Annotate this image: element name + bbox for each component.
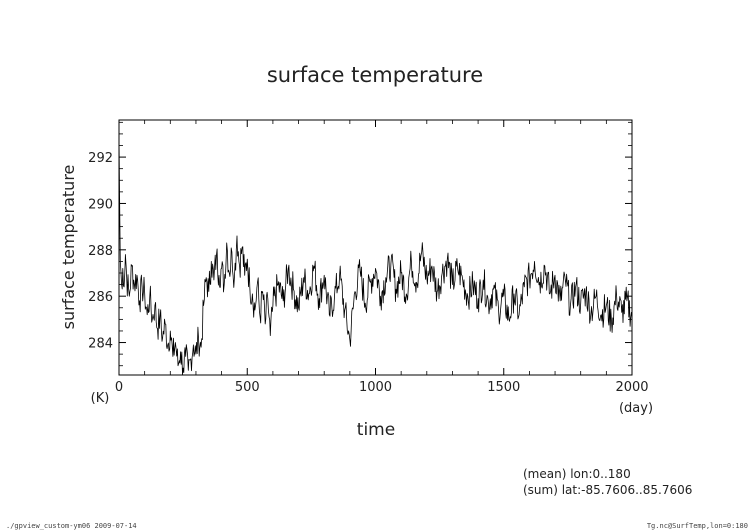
y-tick-label: 284 (88, 337, 113, 352)
x-tick-labels: 0 500 1000 1500 2000 (115, 380, 649, 395)
x-tick-marks (118, 120, 633, 375)
mean-annotation: (mean) lon:0..180 (523, 467, 631, 481)
y-axis-label: surface temperature (59, 165, 78, 330)
y-tick-labels: 284 286 288 290 292 (88, 151, 113, 351)
x-tick-label: 500 (235, 380, 260, 395)
plot-frame (118, 119, 633, 376)
sum-annotation: (sum) lat:-85.7606..85.7606 (523, 483, 692, 497)
footer-right: Tg.nc@SurfTemp,lon=0:180 (647, 522, 748, 530)
x-axis-label: time (357, 420, 395, 440)
y-tick-label: 290 (88, 197, 113, 212)
series-line-surface-temperature (118, 133, 633, 376)
chart-title: surface temperature (267, 63, 483, 87)
y-tick-label: 288 (88, 244, 113, 259)
y-tick-label: 292 (88, 151, 113, 166)
y-tick-marks (119, 121, 632, 367)
x-tick-label: 2000 (615, 380, 648, 395)
x-tick-label: 0 (115, 380, 123, 395)
x-tick-label: 1500 (487, 380, 520, 395)
x-axis-unit: (day) (619, 401, 653, 416)
y-tick-label: 286 (88, 290, 113, 305)
y-axis-unit: (K) (91, 391, 110, 406)
x-tick-label: 1000 (359, 380, 392, 395)
footer-left: ./gpview_custom-ym06 2009-07-14 (6, 522, 137, 530)
